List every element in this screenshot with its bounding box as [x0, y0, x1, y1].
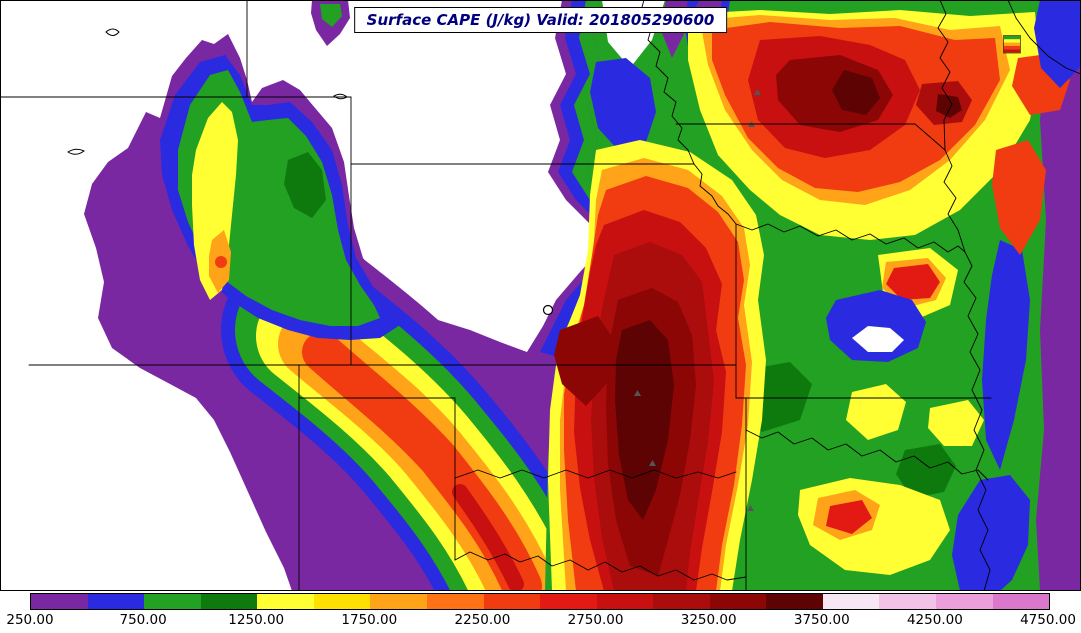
contour-region [896, 444, 956, 498]
colorbar-segment [426, 594, 484, 609]
triangle-marker [754, 89, 761, 95]
colorbar-segment [822, 594, 880, 609]
cape-max-core [554, 316, 614, 406]
colorbar-segment [992, 594, 1050, 609]
low-cape-white-region [852, 326, 904, 352]
colorbar-segment [936, 594, 993, 609]
contour-region [992, 140, 1046, 255]
triangle-marker [634, 390, 641, 396]
colorbar-segment [87, 594, 145, 609]
contour-region [982, 240, 1030, 470]
cape-contour-plot [0, 0, 1081, 591]
colorbar-segment [709, 594, 767, 609]
colorbar-segment [596, 594, 654, 609]
contour-field [0, 0, 1081, 591]
colorbar-tick-label: 250.00 [6, 612, 54, 628]
triangle-marker [649, 460, 656, 466]
colorbar-segment [540, 594, 597, 609]
contour-region [952, 475, 1030, 591]
lake-icon [105, 28, 120, 36]
colorbar: 250.00 750.00 1250.00 1750.00 2250.00 2750.00… [0, 591, 1081, 633]
cape-max-core [832, 70, 880, 115]
colorbar-bar [30, 593, 1050, 610]
colorbar-tick-labels: 250.00 750.00 1250.00 1750.00 2250.00 2750.00… [0, 610, 1081, 632]
colorbar-tick-label: 4750.00 [1020, 612, 1076, 628]
colorbar-tick-label: 3750.00 [793, 612, 850, 628]
lake-glyphs [67, 28, 348, 155]
colorbar-tick-label: 3250.00 [680, 612, 737, 628]
contour-region [886, 264, 940, 300]
colorbar-tick-label: 2750.00 [567, 612, 624, 628]
colorbar-segment [144, 594, 201, 609]
colorbar-segment [200, 594, 258, 609]
contour-region [1036, 0, 1081, 591]
cape-max-core [615, 320, 674, 520]
colorbar-segment [653, 594, 710, 609]
colorbar-tick-label: 2250.00 [454, 612, 511, 628]
colorbar-segment [313, 594, 371, 609]
state-borders [0, 0, 1081, 591]
colorbar-segment [483, 594, 541, 609]
lake-icon [67, 148, 85, 155]
panhandle-arc [205, 235, 615, 591]
colorbar-segment [879, 594, 936, 609]
triangle-marker [747, 505, 754, 511]
contour-region [320, 4, 342, 27]
station-circle-marker [542, 304, 554, 316]
contour-region [1034, 0, 1081, 88]
contour-region [826, 290, 926, 362]
colorbar-tick-label: 1250.00 [228, 612, 285, 628]
colorbar-segment [370, 594, 427, 609]
low-cape-white-region [0, 0, 600, 591]
mini-bullseye [1003, 35, 1021, 54]
cape-max-core [936, 94, 962, 118]
utah-blob [160, 55, 400, 340]
contour-region [590, 58, 656, 150]
colorbar-tick-label: 4250.00 [906, 612, 963, 628]
colorbar-segment [31, 594, 88, 609]
colorbar-segment [257, 594, 314, 609]
colorbar-segment [766, 594, 823, 609]
contour-region [826, 500, 872, 534]
contour-region [928, 400, 984, 446]
plot-title: Surface CAPE (J/kg) Valid: 201805290600 [353, 7, 728, 33]
colorbar-tick-label: 1750.00 [341, 612, 398, 628]
colorbar-tick-label: 750.00 [119, 612, 167, 628]
cape-map: Surface CAPE (J/kg) Valid: 201805290600 [0, 0, 1081, 591]
